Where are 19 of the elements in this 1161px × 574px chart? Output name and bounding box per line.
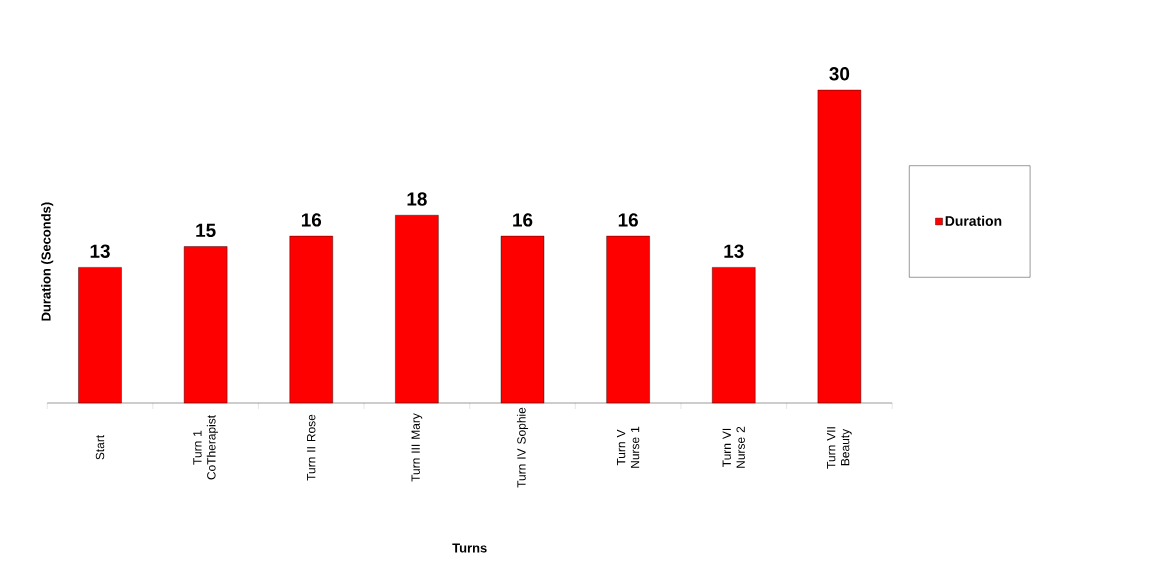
x-tick-label: Turn IV Sophie <box>516 407 529 488</box>
x-tick-label: Turn 1 CoTherapist <box>193 415 218 480</box>
legend-label: Duration <box>945 215 1002 226</box>
data-label: 16 <box>301 213 322 227</box>
x-tick-label: Turn V Nurse 1 <box>616 426 640 468</box>
x-tick-label: Turn VI Nurse 2 <box>722 426 745 468</box>
data-label: 13 <box>90 244 110 258</box>
x-tick-label: Turn II Rose <box>307 414 316 481</box>
data-label: 30 <box>829 67 850 81</box>
x-axis-title: Turns <box>452 543 487 553</box>
data-label: 13 <box>724 244 744 258</box>
x-tick-label: Turn VII Beauty <box>827 427 852 469</box>
data-label: 15 <box>196 223 216 238</box>
x-tick-label: Start <box>95 434 105 460</box>
x-tick-label: Turn III Mary <box>411 413 423 482</box>
data-label: 16 <box>513 213 533 227</box>
data-label: 18 <box>407 192 427 206</box>
data-label: 16 <box>618 213 638 227</box>
y-axis-title: Duration (Seconds) <box>41 202 54 321</box>
